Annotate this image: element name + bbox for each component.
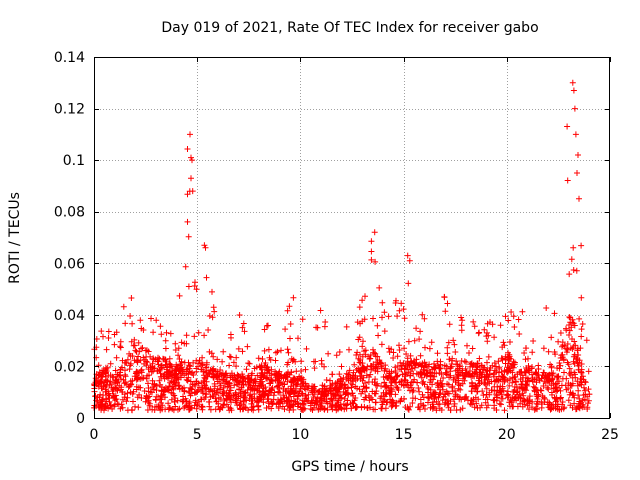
x-axis-label: GPS time / hours xyxy=(291,459,408,475)
y-tick-label: 0 xyxy=(76,411,85,427)
y-tick-label: 0.14 xyxy=(54,50,85,66)
axis-ticks: 0 5 10 15 20 25 0 0.02 0.04 0.06 0.08 0.1 0.12 0.14 xyxy=(54,50,619,443)
y-tick-label: 0.1 xyxy=(63,153,85,169)
plot-frame xyxy=(94,57,610,419)
grid-lines xyxy=(94,57,610,418)
x-tick-label: 10 xyxy=(291,427,309,443)
data-points xyxy=(91,79,593,414)
y-tick-label: 0.02 xyxy=(54,359,85,375)
x-tick-label: 25 xyxy=(601,427,619,443)
y-tick-label: 0.08 xyxy=(54,205,85,221)
chart-title: Day 019 of 2021, Rate Of TEC Index for r… xyxy=(161,20,538,36)
x-tick-label: 20 xyxy=(498,427,516,443)
y-tick-label: 0.12 xyxy=(54,102,85,118)
y-tick-label: 0.04 xyxy=(54,308,85,324)
x-tick-label: 0 xyxy=(90,427,99,443)
roti-markers xyxy=(91,79,593,414)
y-axis-label: ROTI / TECUs xyxy=(7,192,23,284)
x-tick-label: 15 xyxy=(395,427,413,443)
x-tick-label: 5 xyxy=(193,427,202,443)
y-tick-label: 0.06 xyxy=(54,256,85,272)
